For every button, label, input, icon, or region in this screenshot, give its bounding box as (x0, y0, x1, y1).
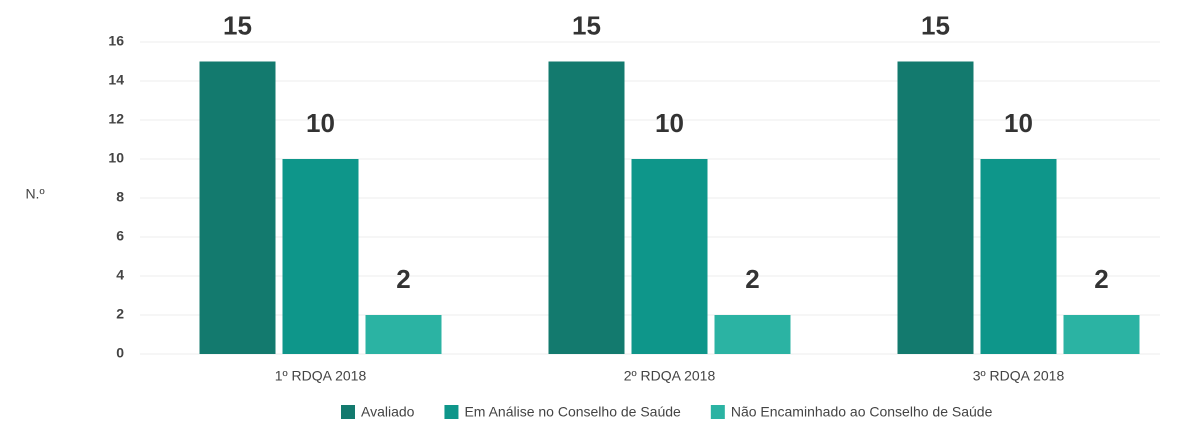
y-tick-label: 4 (116, 267, 124, 283)
x-tick-label: 3º RDQA 2018 (973, 368, 1065, 384)
data-label: 15 (921, 10, 950, 40)
bar (897, 61, 974, 354)
y-tick-label: 10 (108, 150, 124, 166)
bar (548, 61, 625, 354)
legend-swatch (444, 405, 459, 419)
bar (365, 315, 442, 354)
data-label: 2 (1094, 264, 1108, 294)
legend-label: Não Encaminhado ao Conselho de Saúde (731, 404, 993, 420)
x-tick-label: 1º RDQA 2018 (275, 368, 367, 384)
x-tick-label: 2º RDQA 2018 (624, 368, 716, 384)
y-tick-label: 12 (108, 111, 124, 127)
data-label: 15 (223, 10, 252, 40)
legend-label: Avaliado (361, 404, 415, 420)
y-tick-label: 8 (116, 189, 124, 205)
bar (980, 159, 1057, 354)
bar (1063, 315, 1140, 354)
data-label: 10 (655, 108, 684, 138)
y-tick-label: 6 (116, 228, 124, 244)
y-tick-label: 16 (108, 33, 124, 49)
y-tick-label: 2 (116, 306, 124, 322)
data-label: 15 (572, 10, 601, 40)
data-label: 2 (396, 264, 410, 294)
data-label: 10 (1004, 108, 1033, 138)
y-tick-label: 0 (116, 345, 124, 361)
legend-swatch (710, 405, 725, 419)
y-tick-label: 14 (108, 72, 124, 88)
legend-swatch (341, 405, 355, 419)
bar (282, 159, 359, 354)
y-axis-label: N.º (25, 186, 44, 202)
bar (631, 159, 708, 354)
bar (714, 315, 791, 354)
data-label: 2 (745, 264, 759, 294)
bar (199, 61, 276, 354)
legend-label: Em Análise no Conselho de Saúde (464, 404, 681, 420)
data-label: 10 (306, 108, 335, 138)
